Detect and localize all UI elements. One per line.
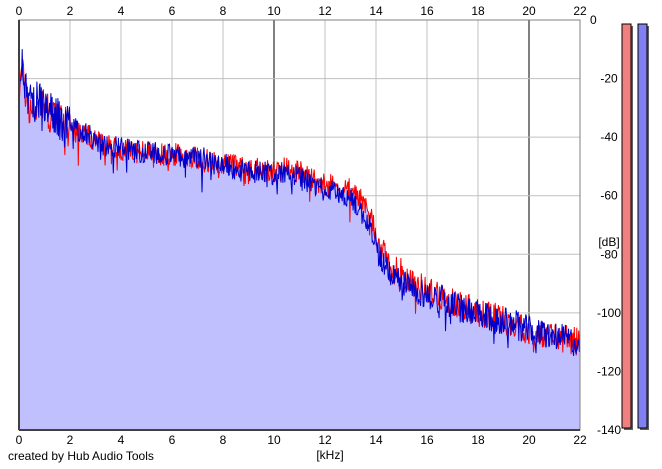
x-tick-label-bottom: 20 [522,433,536,447]
x-tick-label-top: 8 [220,4,227,18]
x-tick-label-top: 0 [16,4,23,18]
x-tick-label-bottom: 8 [220,433,227,447]
x-tick-label-bottom: 4 [118,433,125,447]
y-tick-label: -100 [597,306,621,320]
x-tick-label-top: 16 [420,4,434,18]
x-tick-label-top: 22 [573,4,587,18]
level-meter-left [621,23,632,429]
y-tick-labels: 0 -20 -40 -60 -80 -100 -120 -140 [590,13,621,437]
y-tick-label: 0 [590,13,597,27]
level-meters [621,23,649,430]
x-tick-label-bottom: 12 [318,433,332,447]
x-tick-label-top: 10 [267,4,281,18]
x-tick-label-bottom: 18 [471,433,485,447]
x-tick-label-top: 18 [471,4,485,18]
y-tick-label: -20 [600,72,618,86]
series-lines [18,49,581,357]
x-tick-label-top: 6 [169,4,176,18]
x-tick-label-top: 12 [318,4,332,18]
plot-frame [18,19,581,431]
x-tick-label-top: 4 [118,4,125,18]
x-tick-labels-top: 0 2 4 6 8 10 12 14 16 18 20 22 [16,4,587,18]
y-tick-label: -120 [597,364,621,378]
x-tick-label-bottom: 0 [16,433,23,447]
x-tick-label-top: 20 [522,4,536,18]
x-tick-label-bottom: 2 [67,433,74,447]
x-tick-label-bottom: 14 [369,433,383,447]
x-axis-unit-label: [kHz] [316,448,343,462]
x-tick-label-bottom: 16 [420,433,434,447]
x-tick-label-bottom: 6 [169,433,176,447]
x-tick-label-bottom: 22 [573,433,587,447]
y-tick-label: -140 [597,423,621,437]
spectrum-fill-area [19,49,580,430]
spectrum-fill [19,49,580,430]
x-tick-label-bottom: 10 [267,433,281,447]
x-tick-labels-bottom: 0 2 4 6 8 10 12 14 16 18 20 22 [16,433,587,447]
level-meter-right [637,23,648,429]
x-tick-label-top: 14 [369,4,383,18]
y-tick-label: -80 [600,247,618,261]
series-line-blue [18,49,581,357]
y-axis-unit-label: [dB] [598,235,619,249]
y-tick-label: -60 [600,189,618,203]
x-tick-label-top: 2 [67,4,74,18]
y-tick-label: -40 [600,130,618,144]
credit-text: created by Hub Audio Tools [8,449,154,463]
